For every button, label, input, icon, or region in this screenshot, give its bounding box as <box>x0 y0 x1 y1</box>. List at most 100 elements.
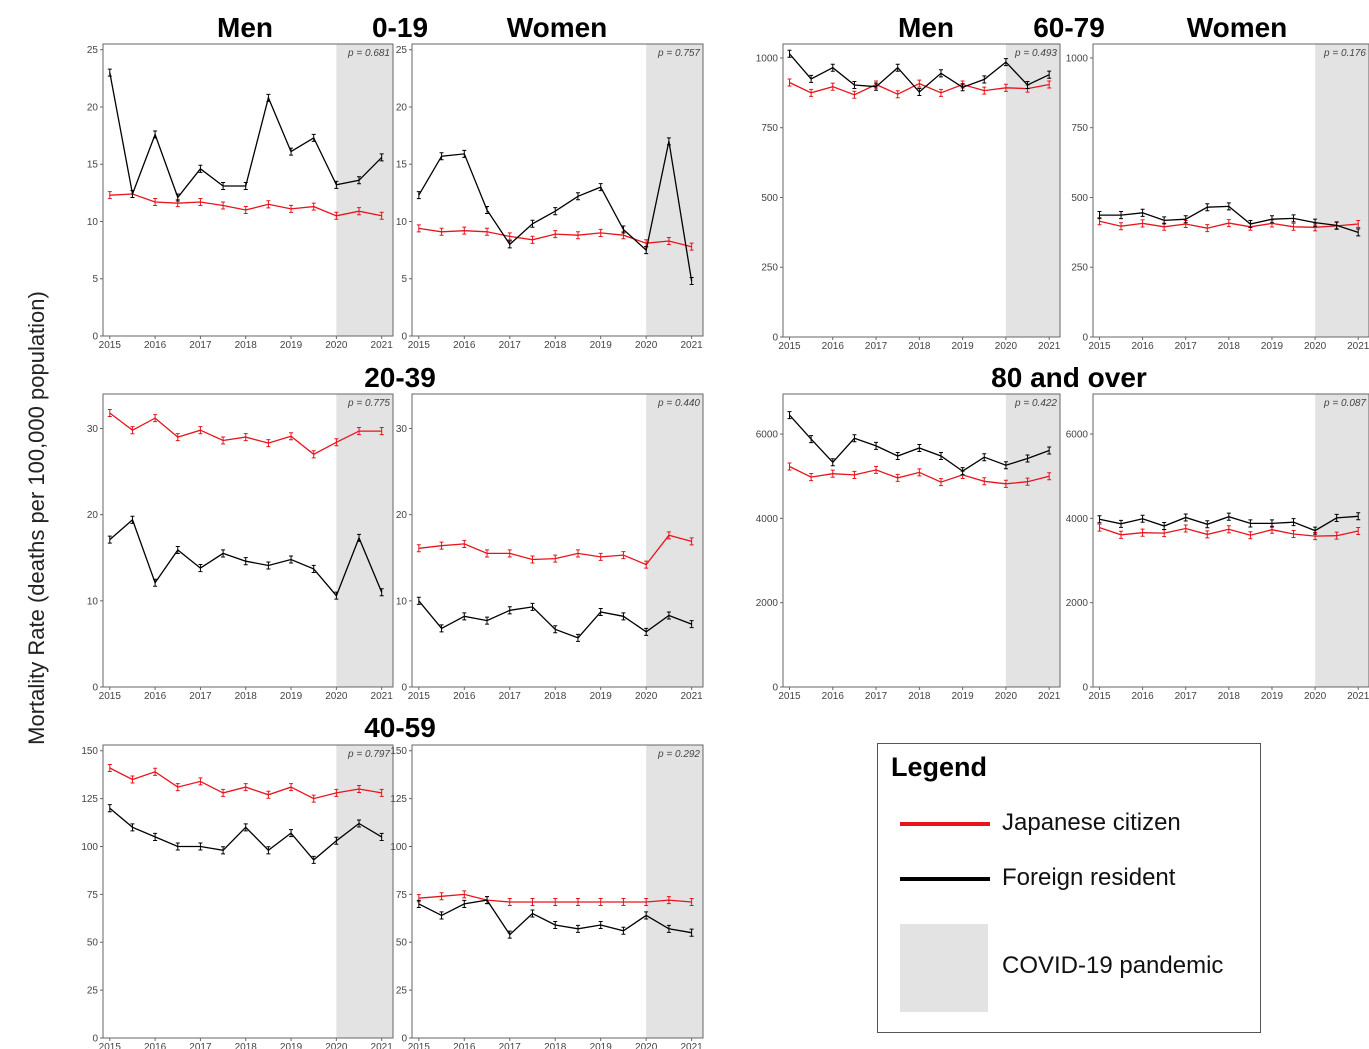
group-label-80-and-over: 80 and over <box>991 362 1147 393</box>
data-point-foreign-resident <box>153 578 158 587</box>
data-point-foreign-resident <box>1356 512 1361 521</box>
data-point-foreign-resident <box>507 240 512 249</box>
data-point-foreign-resident <box>530 219 535 228</box>
y-tick-label: 30 <box>396 424 408 435</box>
y-tick-label: 20 <box>87 510 99 521</box>
data-point-foreign-resident <box>895 63 900 72</box>
x-tick-label: 2017 <box>499 691 522 702</box>
data-point-foreign-resident <box>1003 461 1008 470</box>
data-point-foreign-resident <box>895 451 900 460</box>
data-point-foreign-resident <box>1248 519 1253 528</box>
data-point-japanese-citizen <box>107 408 112 417</box>
data-point-japanese-citizen <box>507 898 512 907</box>
data-point-foreign-resident <box>644 911 649 920</box>
y-tick-label: 0 <box>1082 333 1088 344</box>
y-tick-label: 25 <box>396 45 408 56</box>
y-tick-label: 20 <box>396 102 408 113</box>
x-tick-label: 2021 <box>371 691 394 702</box>
data-point-japanese-citizen <box>130 426 135 435</box>
data-point-foreign-resident <box>666 611 671 620</box>
p-value-label: p = 0.292 <box>657 749 700 760</box>
p-value-label: p = 0.176 <box>1323 48 1366 59</box>
x-tick-label: 2016 <box>144 691 167 702</box>
panel-40-59-women: 0 25 50 75 100 125 150 2015 2016 2017 2018 2019 2020… <box>390 744 704 1049</box>
data-point-japanese-citizen <box>1226 219 1231 228</box>
data-point-japanese-citizen <box>895 473 900 482</box>
p-value-label: p = 0.797 <box>347 749 390 760</box>
data-point-japanese-citizen <box>1291 222 1296 231</box>
x-tick-label: 2020 <box>995 691 1018 702</box>
data-point-japanese-citizen <box>357 427 362 436</box>
data-point-foreign-resident <box>130 823 135 832</box>
panel-60-79-men: 0 250 500 750 1000 2015 2016 2017 2018 2019 2020 20… <box>756 43 1061 352</box>
pandemic-shade <box>1005 44 1060 337</box>
x-tick-label: 2019 <box>590 691 613 702</box>
data-point-japanese-citizen <box>787 462 792 471</box>
y-tick-label: 750 <box>1071 123 1088 134</box>
data-point-foreign-resident <box>1025 81 1030 90</box>
data-point-japanese-citizen <box>243 433 248 442</box>
data-point-foreign-resident <box>598 920 603 930</box>
legend-title: Legend <box>891 752 988 782</box>
x-tick-label: 2021 <box>371 1042 394 1049</box>
y-tick-label: 15 <box>396 160 408 171</box>
x-tick-label: 2016 <box>144 1042 167 1049</box>
y-tick-label: 0 <box>92 332 98 343</box>
pandemic-shade <box>336 394 393 687</box>
data-point-foreign-resident <box>1356 228 1361 237</box>
y-tick-label: 100 <box>390 842 407 853</box>
data-point-foreign-resident <box>130 515 135 524</box>
x-tick-label: 2018 <box>235 1042 258 1049</box>
y-tick-label: 0 <box>92 1034 98 1045</box>
data-point-japanese-citizen <box>852 470 857 479</box>
data-point-japanese-citizen <box>153 767 158 776</box>
data-point-foreign-resident <box>107 68 112 77</box>
x-tick-label: 2015 <box>408 340 431 351</box>
data-point-japanese-citizen <box>153 198 158 207</box>
data-point-japanese-citizen <box>462 226 467 235</box>
p-value-label: p = 0.681 <box>347 48 390 59</box>
data-point-japanese-citizen <box>357 785 362 794</box>
p-value-label: p = 0.087 <box>1323 398 1366 409</box>
x-tick-label: 2015 <box>408 691 431 702</box>
data-point-foreign-resident <box>107 535 112 544</box>
data-point-japanese-citizen <box>830 469 835 478</box>
data-point-japanese-citizen <box>221 788 226 797</box>
data-point-foreign-resident <box>1047 446 1052 455</box>
data-point-foreign-resident <box>598 183 603 192</box>
data-point-japanese-citizen <box>1025 477 1030 486</box>
data-point-japanese-citizen <box>289 783 294 792</box>
data-point-foreign-resident <box>938 451 943 460</box>
y-tick-label: 6000 <box>756 430 779 441</box>
data-point-foreign-resident <box>575 924 580 933</box>
data-point-japanese-citizen <box>1334 531 1339 540</box>
panel-frame <box>102 43 394 337</box>
data-point-japanese-citizen <box>221 201 226 210</box>
panel-60-79-women: 0 250 500 750 1000 2015 2016 2017 2018 2019 2020 20… <box>1066 43 1369 352</box>
data-point-japanese-citizen <box>107 763 112 772</box>
data-point-foreign-resident <box>198 564 203 573</box>
series-japanese-citizen <box>787 78 1052 99</box>
data-point-foreign-resident <box>334 180 339 189</box>
data-point-japanese-citizen <box>266 439 271 448</box>
y-tick-label: 250 <box>1071 263 1088 274</box>
x-tick-label: 2020 <box>1304 341 1327 352</box>
data-point-foreign-resident <box>485 616 490 625</box>
data-point-japanese-citizen <box>575 898 580 907</box>
data-point-japanese-citizen <box>598 228 603 237</box>
group-label-60-79: 60-79 <box>1033 12 1105 43</box>
x-tick-label: 2019 <box>1261 691 1284 702</box>
x-tick-label: 2021 <box>1038 341 1061 352</box>
data-point-foreign-resident <box>289 555 294 564</box>
y-tick-label: 30 <box>87 424 99 435</box>
legend-item-pandemic: COVID-19 pandemic <box>878 924 1260 1012</box>
y-tick-label: 20 <box>396 510 408 521</box>
legend-swatch-japanese <box>900 822 990 826</box>
data-point-japanese-citizen <box>107 191 112 200</box>
p-value-label: p = 0.422 <box>1014 398 1057 409</box>
panel-40-59-men: 0 25 50 75 100 125 150 2015 2016 2017 2018 2019 2020… <box>81 744 394 1049</box>
pandemic-shade <box>646 745 703 1038</box>
y-tick-label: 5 <box>92 274 98 285</box>
y-tick-label: 100 <box>81 842 98 853</box>
y-tick-label: 10 <box>396 217 408 228</box>
